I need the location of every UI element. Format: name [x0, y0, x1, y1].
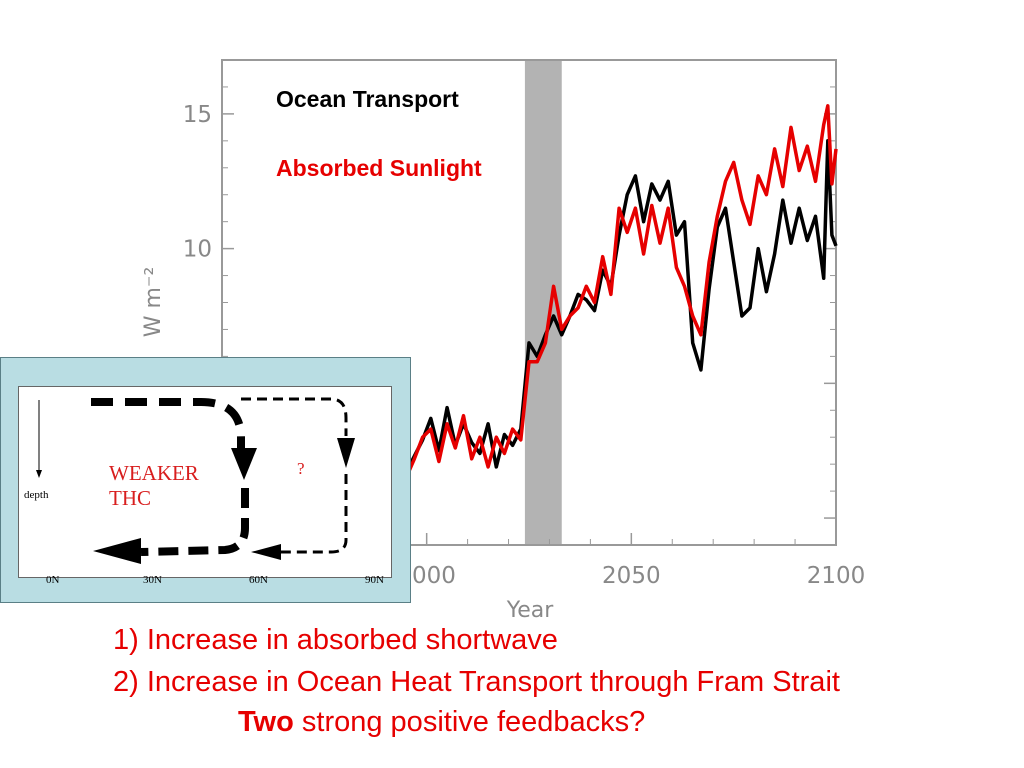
question-label: ? [297, 459, 305, 478]
depth-arrow-head [36, 470, 42, 478]
y-axis-label: W m⁻² [141, 267, 166, 338]
legend-ocean-transport: Ocean Transport [276, 86, 459, 112]
y-tick-label-10: 10 [183, 237, 212, 263]
y-tick-label-15: 15 [183, 102, 212, 128]
inset-x-label-90n: 90N [365, 574, 384, 586]
thc-loop-thick-return [140, 488, 249, 556]
legend-absorbed-sunlight: Absorbed Sunlight [276, 155, 482, 181]
inset-x-label-0n: 0N [46, 574, 60, 586]
thc-loop-thick [91, 398, 245, 448]
x-tick-label-2050: 2050 [602, 563, 661, 589]
caption-line-3-rest: strong positive feedbacks? [293, 706, 646, 738]
x-tick-label-2100: 2100 [807, 563, 866, 589]
depth-label: depth [24, 489, 49, 501]
thc-inset: depth WEAKER THC ? 0N 30N 60N 90N [0, 357, 411, 603]
thc-arrow-left-thin [251, 544, 281, 560]
caption-line-3: Two strong positive feedbacks? [238, 706, 645, 739]
thc-inset-panel [18, 386, 392, 578]
caption-bold-two: Two [238, 706, 294, 738]
inset-x-label-30n: 30N [143, 574, 162, 586]
thc-arrow-down-thin [337, 438, 355, 468]
thc-loop-thin [241, 397, 348, 436]
caption-line-1: 1) Increase in absorbed shortwave [113, 624, 558, 656]
thc-diagram: depth WEAKER THC ? 0N 30N 60N 90N [24, 397, 384, 586]
inset-x-label-60n: 60N [249, 574, 268, 586]
x-axis-label: Year [506, 598, 555, 620]
thc-loop-thin-return [279, 474, 348, 554]
weaker-label: WEAKER [109, 461, 199, 485]
thc-arrow-down-thick [231, 448, 257, 480]
thc-arrow-left-thick [93, 538, 141, 564]
thc-label: THC [109, 486, 151, 510]
series-line-absorbed-sunlight [322, 104, 838, 485]
caption-line-2: 2) Increase in Ocean Heat Transport thro… [113, 666, 840, 698]
